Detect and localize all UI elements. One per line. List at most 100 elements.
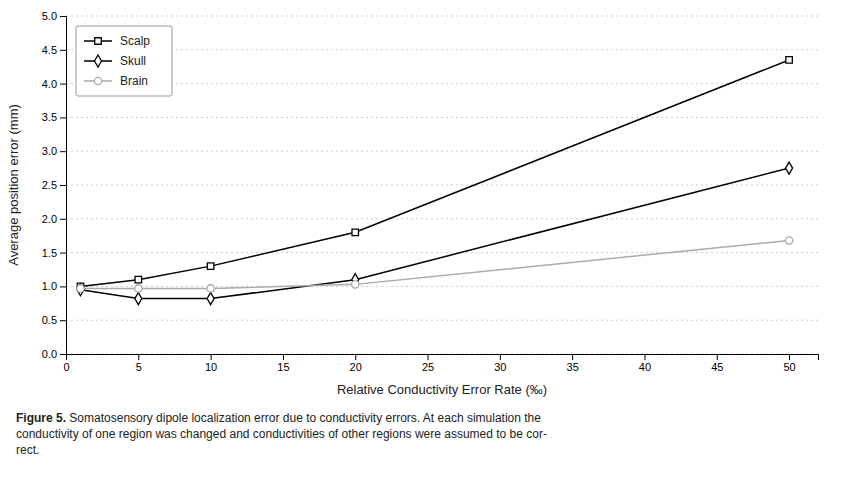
point	[352, 281, 359, 288]
legend-item: Scalp	[84, 34, 150, 48]
series-line	[80, 240, 789, 288]
tick-label: 5.0	[42, 10, 57, 22]
x-axis-title: Relative Conductivity Error Rate (‰)	[337, 382, 547, 397]
tick: 30	[494, 354, 506, 373]
tick: 2.0	[42, 213, 66, 225]
point	[786, 57, 792, 63]
point	[352, 229, 358, 235]
point	[786, 162, 793, 174]
tick-mark	[60, 16, 66, 17]
tick-label: 4.5	[42, 44, 57, 56]
point	[207, 293, 214, 305]
point	[77, 284, 84, 296]
point	[135, 276, 141, 282]
axis-line	[67, 355, 819, 361]
tick-mark	[60, 286, 66, 287]
tick-label: 30	[494, 361, 506, 373]
tick-mark	[60, 219, 66, 220]
tick-mark	[355, 354, 356, 360]
tick-mark	[789, 354, 790, 360]
grid-line	[66, 83, 818, 84]
tick: 1.0	[42, 280, 66, 292]
tick-label: 10	[205, 361, 217, 373]
grid-line	[66, 151, 818, 152]
tick: 2.5	[42, 179, 66, 191]
series	[77, 162, 793, 305]
tick-mark	[138, 354, 139, 360]
plot-area: 051015202530354045500.00.51.01.52.02.53.…	[42, 10, 819, 373]
series-line	[80, 168, 789, 298]
tick: 10	[205, 354, 217, 373]
tick-mark	[572, 354, 573, 360]
caption-text: Somatosensory dipole localization error …	[66, 411, 541, 425]
y-axis-title: Average position error (mm)	[6, 104, 21, 266]
tick: 0	[63, 354, 69, 373]
grid-line	[66, 252, 818, 253]
tick-mark	[283, 354, 284, 360]
point	[207, 263, 213, 269]
tick-label: 50	[783, 361, 795, 373]
tick: 5	[136, 354, 142, 373]
tick-label: 40	[639, 361, 651, 373]
caption-text: rect.	[16, 443, 39, 457]
tick-label: 35	[567, 361, 579, 373]
point	[785, 237, 792, 244]
series	[77, 237, 793, 292]
series	[77, 57, 792, 290]
tick-mark	[60, 320, 66, 321]
grid-line	[66, 16, 818, 17]
grid-line	[66, 49, 818, 50]
x-axis: 05101520253035404550	[63, 354, 818, 373]
tick-label: 0	[63, 361, 69, 373]
tick: 35	[567, 354, 579, 373]
tick: 5.0	[42, 10, 66, 22]
point	[77, 285, 84, 292]
tick-label: 3.0	[42, 145, 57, 157]
tick-mark	[60, 50, 66, 51]
tick-mark	[211, 354, 212, 360]
tick-label: 15	[277, 361, 289, 373]
tick-mark	[60, 151, 66, 152]
tick-mark	[500, 354, 501, 360]
tick: 25	[422, 354, 434, 373]
legend: ScalpSkullBrain	[76, 26, 172, 96]
tick: 3.0	[42, 145, 66, 157]
legend-marker	[95, 55, 102, 67]
tick-label: 4.0	[42, 78, 57, 90]
tick-mark	[60, 354, 66, 355]
tick: 15	[277, 354, 289, 373]
tick-mark	[60, 117, 66, 118]
tick-mark	[60, 253, 66, 254]
legend-marker	[94, 77, 101, 84]
tick-label: 45	[711, 361, 723, 373]
legend-label: Scalp	[120, 34, 150, 48]
tick: 4.5	[42, 44, 66, 56]
tick: 1.5	[42, 247, 66, 259]
tick-label: 25	[422, 361, 434, 373]
tick: 0.0	[42, 348, 66, 360]
tick-mark	[428, 354, 429, 360]
chart: 051015202530354045500.00.51.01.52.02.53.…	[0, 0, 842, 494]
tick-mark	[644, 354, 645, 360]
tick-mark	[717, 354, 718, 360]
grid-line	[66, 218, 818, 219]
legend-item: Brain	[84, 74, 148, 88]
grid-line	[66, 185, 818, 186]
y-axis: 0.0 0.5 1.0 1.5 2.0 2.5 3.0 3.5 4.0 4.5 5.0	[42, 10, 67, 360]
tick-label: 2.5	[42, 179, 57, 191]
series-line	[80, 60, 789, 286]
caption-label: Figure 5.	[16, 411, 66, 425]
tick: 3.5	[42, 111, 66, 123]
legend-box	[76, 26, 172, 96]
tick-mark	[60, 185, 66, 186]
tick-label: 5	[136, 361, 142, 373]
tick: 4.0	[42, 78, 66, 90]
point	[135, 293, 142, 305]
tick: 45	[711, 354, 723, 373]
tick-label: 3.5	[42, 111, 57, 123]
tick-label: 0.0	[42, 348, 57, 360]
legend-label: Brain	[120, 74, 148, 88]
caption-text: conductivity of one region was changed a…	[16, 427, 547, 441]
tick-label: 2.0	[42, 213, 57, 225]
tick-label: 0.5	[42, 314, 57, 326]
